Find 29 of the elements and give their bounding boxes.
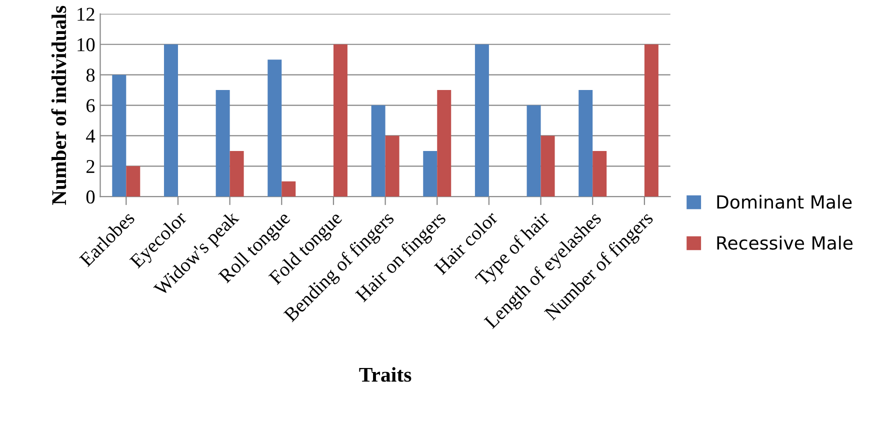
bar — [216, 90, 230, 197]
bar — [282, 181, 296, 197]
y-tick-label: 8 — [86, 68, 95, 82]
bar — [423, 150, 438, 197]
bar — [371, 105, 386, 197]
bar — [540, 136, 555, 197]
bar — [385, 136, 400, 197]
bar — [578, 90, 593, 197]
bar — [644, 44, 658, 197]
y-tick-label: 2 — [86, 160, 94, 173]
bar — [526, 105, 541, 197]
bar — [126, 166, 140, 197]
bar — [230, 150, 244, 197]
x-axis-title: Traits — [359, 367, 412, 382]
y-tick-label: 0 — [86, 190, 95, 204]
bar — [268, 60, 282, 197]
bar — [112, 74, 126, 197]
bar — [437, 90, 452, 197]
legend-label: Recessive Male — [717, 236, 853, 250]
y-axis-title: Number of individuals — [51, 6, 66, 205]
y-tick-label: 12 — [78, 8, 94, 21]
bar — [164, 44, 178, 197]
y-tick-label: 6 — [86, 99, 95, 112]
y-tick-label: 10 — [78, 38, 95, 52]
bar — [592, 150, 607, 197]
y-tick-label: 4 — [86, 130, 96, 142]
bar — [333, 44, 348, 197]
legend-label: Dominant Male — [717, 194, 852, 209]
bar — [474, 44, 489, 197]
